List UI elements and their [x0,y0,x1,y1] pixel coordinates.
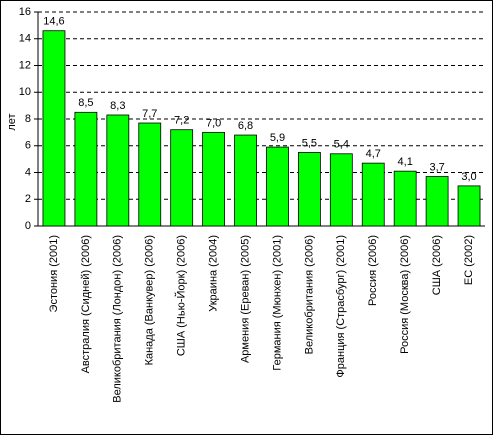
x-tick-label: Австралия (Сидней) (2006) [80,235,92,373]
bar [297,152,321,227]
value-label: 5,5 [302,137,317,149]
y-tick-label: 14 [19,33,31,45]
y-axis-label: лет [6,113,18,130]
value-label: 5,9 [270,132,285,144]
x-tick-label: Россия (2006) [367,235,379,306]
x-tick-label: Германия (Мюнхен) (2001) [271,235,283,371]
y-tick-label: 12 [19,59,31,71]
bar [425,176,449,227]
bar [42,30,66,227]
bar [170,129,194,227]
bar [74,111,98,227]
value-label: 6,8 [238,120,253,132]
x-tick-label: Франция (Страсбург) (2001) [335,235,347,378]
value-label: 14,6 [43,16,64,28]
bar [202,131,226,227]
y-tick-label: 4 [25,166,31,178]
value-label: 4,1 [398,156,413,168]
bar [266,146,289,227]
y-tick-label: 10 [19,86,31,98]
x-tick-label: Канада (Ванкувер) (2006) [144,235,156,365]
y-tick-label: 2 [25,193,31,205]
y-tick-label: 0 [25,220,31,232]
bar [234,134,257,227]
value-label: 3,7 [429,161,444,173]
bar [457,185,481,227]
x-tick-label: Армения (Ереван) (2005) [239,235,251,363]
bar [138,122,162,227]
bar [329,153,353,227]
x-tick-label: Великобритания (Лондон) (2006) [112,235,124,403]
bar [393,170,417,227]
y-tick-label: 16 [19,6,31,18]
value-label: 7,2 [174,115,189,127]
x-tick-label: Эстония (2001) [48,235,60,312]
value-label: 4,7 [366,148,381,160]
value-label: 7,7 [142,108,157,120]
value-label: 8,5 [78,97,93,109]
y-tick-label: 8 [25,113,31,125]
x-tick-label: Россия (Москва) (2006) [399,235,411,354]
x-tick-label: США (Нью-Йорк) (2006) [175,235,188,356]
x-tick-label: ЕС (2002) [463,235,475,285]
bar [361,162,385,227]
value-label: 8,3 [110,100,125,112]
x-tick-label: США (2006) [431,235,443,295]
bar [106,114,130,227]
value-label: 5,4 [334,139,349,151]
y-tick-label: 6 [25,140,31,152]
x-tick-label: Украина (2004) [208,235,220,312]
value-label: 7,0 [206,117,221,129]
value-label: 3,0 [461,171,476,183]
x-tick-label: Великобритания (2006) [303,235,315,354]
